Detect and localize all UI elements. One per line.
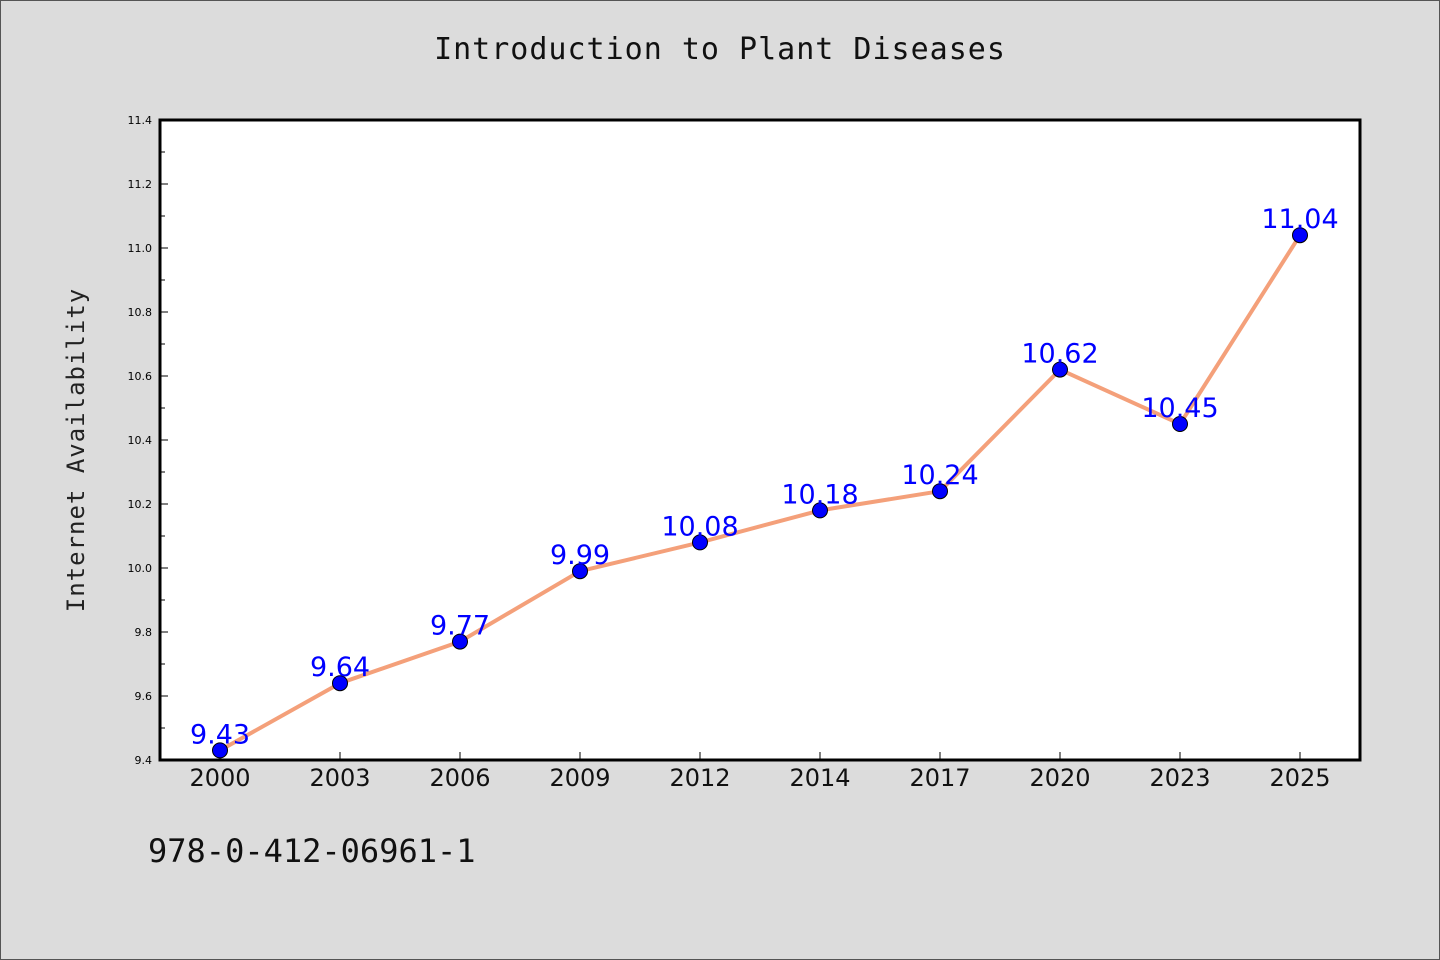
- x-tick-label: 2014: [789, 764, 850, 792]
- data-point: [1172, 416, 1188, 432]
- x-tick-label: 2017: [909, 764, 970, 792]
- data-point: [692, 534, 708, 551]
- y-tick-label: 10.2: [128, 498, 153, 511]
- data-point: [812, 502, 828, 519]
- y-tick-label: 9.4: [135, 754, 153, 767]
- y-tick-label: 10.4: [128, 434, 153, 447]
- x-tick-label: 2020: [1029, 764, 1090, 792]
- x-tick-label: 2012: [669, 764, 730, 792]
- data-label: 10.24: [901, 460, 978, 491]
- x-tick-label: 2006: [429, 764, 490, 792]
- data-label: 9.99: [550, 540, 610, 571]
- isbn-text: 978-0-412-06961-1: [148, 832, 476, 870]
- data-point: [452, 633, 468, 650]
- y-tick-label: 10.6: [128, 370, 153, 383]
- y-tick-label: 11.2: [128, 178, 153, 191]
- data-point: [212, 742, 228, 759]
- chart-title: Introduction to Plant Diseases: [434, 32, 1006, 67]
- x-tick-label: 2000: [189, 764, 250, 792]
- series-line: [219, 234, 1302, 753]
- y-tick-label: 11.0: [128, 242, 153, 255]
- data-label: 10.08: [661, 511, 738, 542]
- data-point: [1052, 361, 1068, 378]
- y-tick-label: 9.6: [135, 690, 153, 703]
- data-point: [1292, 227, 1308, 244]
- data-point: [932, 483, 948, 500]
- y-tick-label: 11.4: [128, 114, 153, 127]
- x-tick-label: 2009: [549, 764, 610, 792]
- data-label: 10.18: [781, 479, 858, 510]
- data-label: 10.45: [1141, 393, 1218, 424]
- x-tick-label: 2003: [309, 764, 370, 792]
- data-label: 10.62: [1021, 339, 1098, 370]
- y-tick-label: 10.8: [128, 306, 153, 319]
- x-tick-label: 2023: [1149, 764, 1210, 792]
- data-label: 11.04: [1261, 204, 1338, 235]
- y-tick-label: 10.0: [128, 562, 153, 575]
- plot-area: [158, 118, 1362, 762]
- data-point: [332, 675, 348, 692]
- y-tick-label: 9.8: [135, 626, 153, 639]
- x-tick-label: 2025: [1269, 764, 1330, 792]
- data-label: 9.77: [430, 611, 490, 642]
- data-point: [572, 563, 588, 580]
- data-label: 9.43: [190, 719, 250, 750]
- data-label: 9.64: [310, 652, 370, 683]
